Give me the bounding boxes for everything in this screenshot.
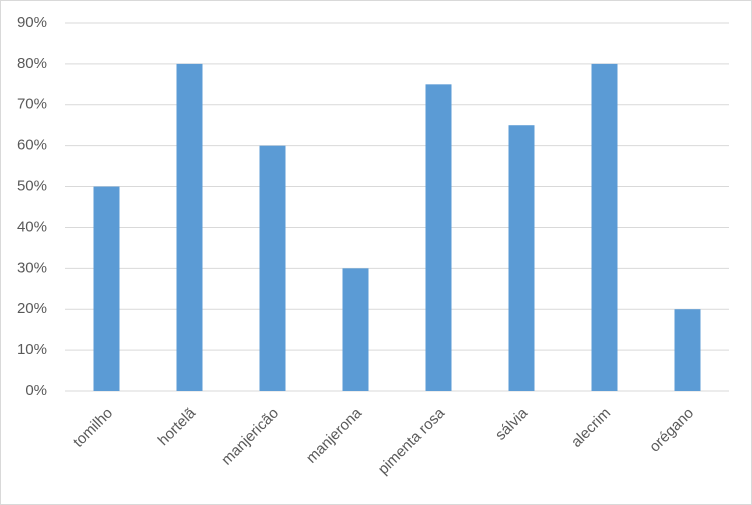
y-tick-label: 40%	[17, 218, 47, 235]
y-tick-label: 80%	[17, 55, 47, 72]
bar	[508, 125, 535, 391]
bar	[591, 63, 618, 392]
bar	[176, 63, 203, 392]
bar	[259, 145, 286, 391]
y-tick-label: 20%	[17, 300, 47, 317]
bar	[674, 309, 701, 391]
bar	[425, 84, 452, 391]
bar	[93, 186, 120, 391]
y-tick-label: 70%	[17, 96, 47, 113]
y-tick-label: 90%	[17, 14, 47, 31]
y-tick-label: 30%	[17, 259, 47, 276]
y-tick-label: 60%	[17, 137, 47, 154]
y-tick-label: 0%	[25, 382, 47, 399]
bar	[342, 268, 369, 391]
y-tick-label: 50%	[17, 178, 47, 195]
y-tick-label: 10%	[17, 341, 47, 358]
